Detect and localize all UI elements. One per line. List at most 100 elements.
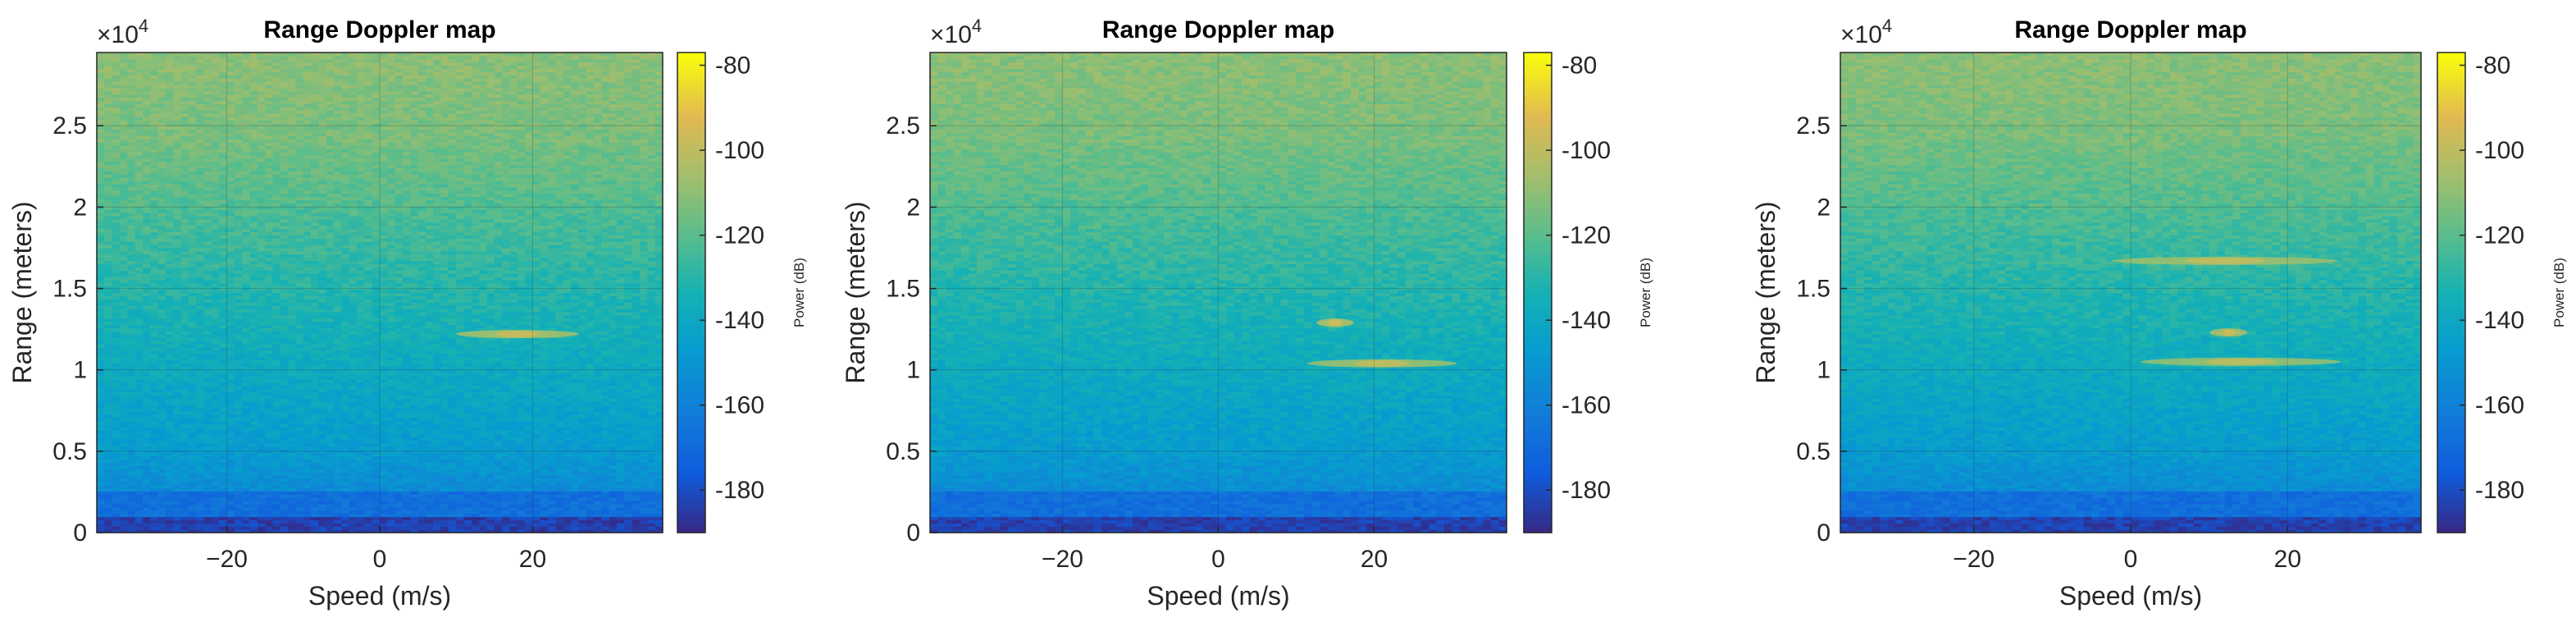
- heatmap-cell: [631, 513, 641, 518]
- heatmap-cell: [242, 321, 251, 326]
- heatmap-cell: [509, 501, 518, 505]
- heatmap-cell: [219, 439, 228, 444]
- heatmap-cell: [425, 481, 434, 486]
- heatmap-cell: [456, 321, 465, 326]
- heatmap-cell: [425, 420, 434, 424]
- heatmap-cell: [578, 395, 587, 399]
- heatmap-cell: [654, 506, 663, 511]
- heatmap-cell: [188, 513, 197, 518]
- heatmap-cell: [509, 437, 518, 441]
- heatmap-cell: [417, 506, 426, 511]
- heatmap-cell: [654, 398, 663, 402]
- heatmap-cell: [394, 378, 403, 383]
- heatmap-cell: [303, 331, 312, 335]
- heatmap-cell: [295, 430, 304, 434]
- heatmap-cell: [586, 503, 595, 508]
- heatmap-cell: [532, 478, 541, 483]
- heatmap-cell: [525, 324, 534, 328]
- heatmap-cell: [609, 513, 618, 518]
- heatmap-cell: [134, 331, 144, 335]
- heatmap-cell: [165, 474, 174, 479]
- heatmap-cell: [341, 346, 350, 351]
- heatmap-cell: [219, 414, 228, 419]
- heatmap-cell: [349, 375, 358, 380]
- heatmap-cell: [173, 373, 182, 377]
- heatmap-cell: [280, 321, 289, 326]
- heatmap-cell: [417, 516, 426, 520]
- heatmap-cell: [479, 523, 488, 527]
- heatmap-cell: [372, 331, 381, 335]
- heatmap-cell: [349, 501, 358, 505]
- heatmap-cell: [357, 481, 365, 486]
- heatmap-cell: [219, 401, 228, 405]
- heatmap-cell: [456, 430, 465, 434]
- heatmap-cell: [165, 375, 174, 380]
- heatmap-cell: [417, 350, 426, 355]
- heatmap-cell: [578, 382, 587, 387]
- heatmap-cell: [134, 478, 144, 483]
- heatmap-cell: [609, 363, 618, 367]
- heatmap-cell: [104, 405, 113, 409]
- heatmap-cell: [311, 398, 319, 402]
- heatmap-cell: [540, 327, 549, 332]
- heatmap-cell: [578, 459, 587, 463]
- heatmap-cell: [417, 321, 426, 326]
- heatmap-cell: [631, 385, 641, 390]
- heatmap-cell: [494, 523, 503, 527]
- heatmap-cell: [219, 427, 228, 431]
- heatmap-cell: [380, 439, 388, 444]
- heatmap-cell: [97, 516, 105, 520]
- heatmap-cell: [219, 385, 228, 390]
- heatmap-cell: [188, 369, 197, 373]
- heatmap-cell: [479, 395, 488, 399]
- heatmap-cell: [219, 491, 228, 495]
- heatmap-cell: [242, 337, 251, 341]
- heatmap-cell: [410, 395, 419, 399]
- heatmap-cell: [502, 391, 511, 396]
- heatmap-cell: [594, 363, 602, 367]
- heatmap-cell: [127, 423, 136, 428]
- heatmap-cell: [387, 391, 396, 396]
- heatmap-cell: [380, 459, 388, 463]
- heatmap-cell: [112, 385, 121, 390]
- heatmap-cell: [654, 401, 663, 405]
- heatmap-cell: [486, 503, 495, 508]
- heatmap-cell: [272, 494, 281, 498]
- heatmap-cell: [188, 465, 197, 469]
- heatmap-cell: [157, 427, 166, 431]
- heatmap-cell: [173, 353, 182, 358]
- heatmap-cell: [188, 353, 197, 358]
- heatmap-cell: [311, 491, 319, 495]
- heatmap-cell: [280, 455, 289, 460]
- heatmap-cell: [571, 373, 580, 377]
- heatmap-cell: [433, 359, 442, 364]
- heatmap-cell: [303, 519, 312, 524]
- heatmap-cell: [532, 516, 541, 520]
- heatmap-cell: [97, 388, 105, 392]
- heatmap-cell: [188, 462, 197, 466]
- heatmap-cell: [334, 375, 342, 380]
- heatmap-cell: [357, 366, 365, 370]
- heatmap-cell: [295, 503, 304, 508]
- heatmap-cell: [394, 373, 403, 377]
- heatmap-cell: [234, 359, 243, 364]
- heatmap-cell: [624, 469, 633, 473]
- heatmap-cell: [502, 414, 511, 419]
- heatmap-cell: [219, 363, 228, 367]
- heatmap-cell: [334, 337, 342, 341]
- heatmap-cell: [142, 337, 151, 341]
- heatmap-cell: [571, 420, 580, 424]
- heatmap-cell: [387, 327, 396, 332]
- heatmap-cell: [180, 484, 189, 488]
- heatmap-cell: [571, 516, 580, 520]
- heatmap-cell: [402, 324, 411, 328]
- heatmap-cell: [578, 529, 587, 533]
- heatmap-cell: [425, 465, 434, 469]
- heatmap-cell: [173, 506, 182, 511]
- heatmap-cell: [555, 497, 564, 501]
- heatmap-cell: [219, 395, 228, 399]
- heatmap-cell: [532, 449, 541, 454]
- heatmap-cell: [433, 481, 442, 486]
- heatmap-cell: [180, 471, 189, 476]
- heatmap-cell: [525, 506, 534, 511]
